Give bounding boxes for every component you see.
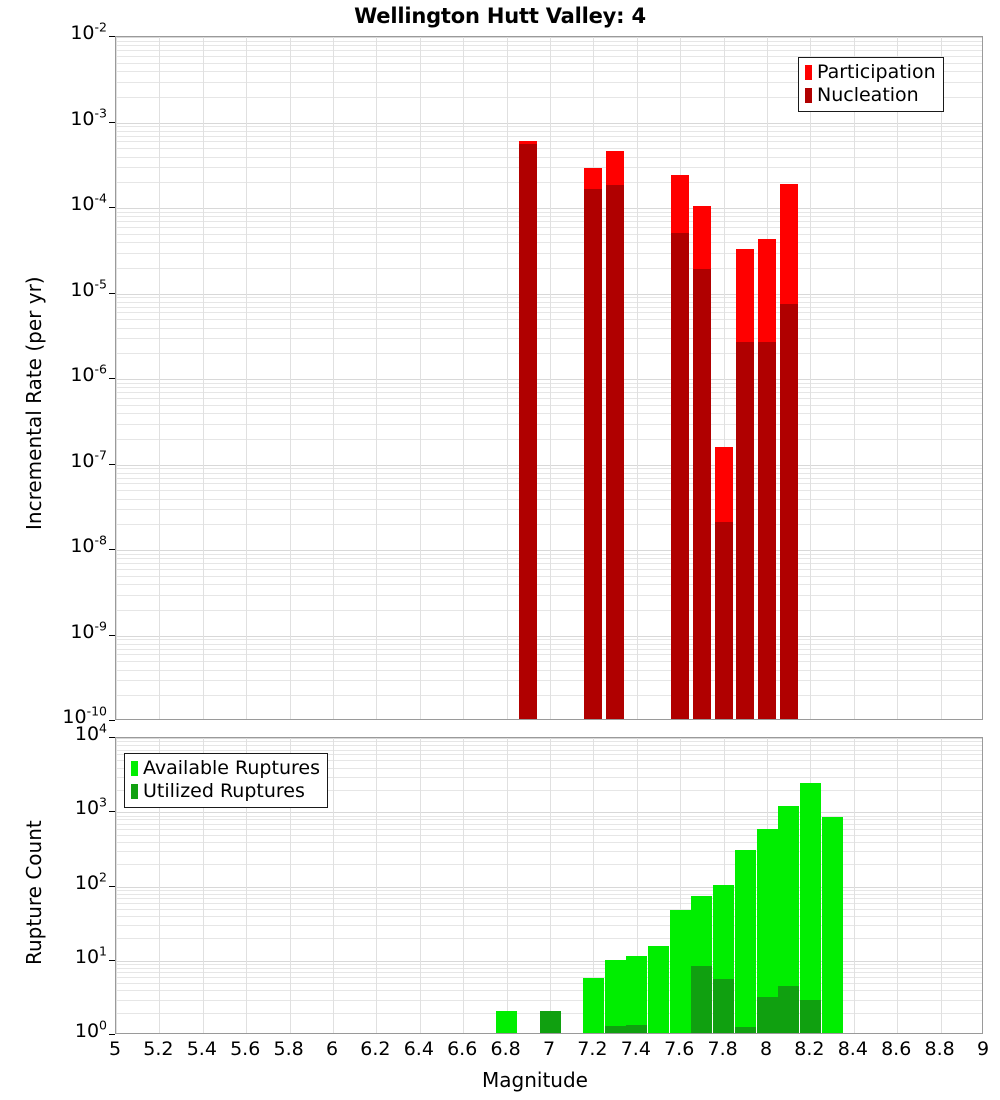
- top-y-tick: 10-6: [70, 364, 107, 386]
- legend-swatch-icon: [131, 784, 138, 799]
- top-y-tick: 10-4: [70, 193, 107, 215]
- bar-segment-nucleation: [693, 269, 711, 719]
- top-y-tickmark: [109, 549, 115, 550]
- legend-swatch-icon: [131, 761, 138, 776]
- bar-segment-utilized: [757, 997, 778, 1033]
- bar: [691, 737, 712, 1033]
- bar: [671, 36, 689, 719]
- bar-segment-available: [605, 960, 626, 1033]
- bar-segment-utilized: [691, 966, 712, 1033]
- top-y-tick: 10-9: [70, 621, 107, 643]
- bar-segment-utilized: [778, 986, 799, 1033]
- bar-segment-nucleation: [606, 185, 624, 719]
- bar-segment-utilized: [540, 1011, 561, 1033]
- bar-segment-utilized: [626, 1025, 647, 1033]
- bar: [519, 36, 537, 719]
- bottom-y-tick: 103: [75, 797, 107, 819]
- bar-segment-nucleation: [671, 233, 689, 719]
- top-y-tickmark: [109, 36, 115, 37]
- bar-segment-utilized: [800, 1000, 821, 1033]
- bar-segment-available: [735, 850, 756, 1033]
- top-legend-label: Nucleation: [817, 86, 919, 105]
- bar-segment-available: [670, 910, 691, 1033]
- top-y-tick: 10-3: [70, 108, 107, 130]
- bar: [735, 737, 756, 1033]
- bar: [584, 36, 602, 719]
- x-tick: 9: [953, 1038, 1000, 1060]
- top-y-tick: 10-8: [70, 535, 107, 557]
- top-y-tickmark: [109, 122, 115, 123]
- top-legend: Participation Nucleation: [798, 57, 944, 112]
- top-y-tickmark: [109, 635, 115, 636]
- top-y-tick: 10-7: [70, 450, 107, 472]
- bar-segment-nucleation: [584, 189, 602, 719]
- bottom-y-tickmark: [109, 960, 115, 961]
- bar: [800, 737, 821, 1033]
- bar-segment-nucleation: [519, 144, 537, 719]
- bar-segment-available: [583, 978, 604, 1033]
- bottom-y-tickmark: [109, 1034, 115, 1035]
- top-y-tick: 10-5: [70, 279, 107, 301]
- top-legend-item[interactable]: Nucleation: [805, 84, 936, 107]
- bar-segment-nucleation: [780, 304, 798, 719]
- bottom-y-tickmark: [109, 737, 115, 738]
- bottom-legend-item[interactable]: Utilized Ruptures: [131, 780, 320, 803]
- bar: [496, 737, 517, 1033]
- bar-segment-utilized: [735, 1027, 756, 1033]
- bar: [715, 36, 733, 719]
- top-legend-item[interactable]: Participation: [805, 61, 936, 84]
- top-y-tickmark: [109, 378, 115, 379]
- bar-segment-available: [648, 946, 669, 1033]
- bar: [605, 737, 626, 1033]
- page-title: Wellington Hutt Valley: 4: [0, 4, 1000, 28]
- bottom-y-axis-label: Rupture Count: [22, 820, 46, 965]
- top-y-tickmark: [109, 293, 115, 294]
- bar-segment-nucleation: [758, 342, 776, 719]
- bar-segment-available: [822, 817, 843, 1033]
- bar: [736, 36, 754, 719]
- top-y-axis-label: Incremental Rate (per yr): [22, 276, 46, 530]
- top-y-tickmark: [109, 464, 115, 465]
- bottom-y-tickmark: [109, 811, 115, 812]
- bar: [693, 36, 711, 719]
- bar-segment-utilized: [605, 1026, 626, 1033]
- top-y-tickmark: [109, 207, 115, 208]
- bottom-legend-label: Utilized Ruptures: [143, 782, 305, 801]
- bar-segment-nucleation: [736, 342, 754, 719]
- bar: [713, 737, 734, 1033]
- top-legend-label: Participation: [817, 63, 936, 82]
- bottom-y-tickmark: [109, 886, 115, 887]
- top-y-tickmark: [109, 720, 115, 721]
- bar: [670, 737, 691, 1033]
- incremental-rate-plot: [115, 36, 983, 720]
- bar: [626, 737, 647, 1033]
- bottom-y-tick: 102: [75, 872, 107, 894]
- bar-segment-utilized: [713, 979, 734, 1033]
- bar: [822, 737, 843, 1033]
- top-y-tick: 10-2: [70, 22, 107, 44]
- bar: [606, 36, 624, 719]
- bottom-legend-item[interactable]: Available Ruptures: [131, 757, 320, 780]
- bar: [540, 737, 561, 1033]
- legend-swatch-icon: [805, 65, 812, 80]
- bar: [758, 36, 776, 719]
- bar: [780, 36, 798, 719]
- bottom-y-tick: 101: [75, 946, 107, 968]
- bar: [583, 737, 604, 1033]
- bottom-legend: Available Ruptures Utilized Ruptures: [124, 753, 328, 808]
- bar-segment-available: [496, 1011, 517, 1033]
- x-axis-label: Magnitude: [482, 1068, 588, 1092]
- legend-swatch-icon: [805, 88, 812, 103]
- bar-segment-available: [800, 783, 821, 1033]
- bar: [648, 737, 669, 1033]
- figure: Wellington Hutt Valley: 4 10-2 10-3 10-4 10…: [0, 0, 1000, 1100]
- bar: [757, 737, 778, 1033]
- bar-segment-available: [626, 956, 647, 1033]
- bar: [778, 737, 799, 1033]
- bottom-legend-label: Available Ruptures: [143, 759, 320, 778]
- bar-segment-nucleation: [715, 522, 733, 719]
- bottom-y-tick: 104: [75, 723, 107, 745]
- top-bar-area: [116, 37, 982, 719]
